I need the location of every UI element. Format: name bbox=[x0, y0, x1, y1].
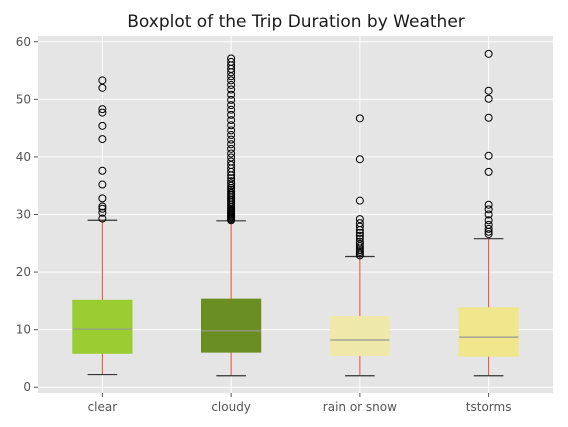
y-tick-label: 60 bbox=[16, 35, 31, 49]
x-tick-label: clear bbox=[88, 400, 118, 414]
x-tick-label: tstorms bbox=[466, 400, 512, 414]
box-iqr bbox=[459, 308, 518, 356]
y-tick-label: 20 bbox=[16, 265, 31, 279]
y-tick-label: 0 bbox=[23, 380, 31, 394]
chart-title: Boxplot of the Trip Duration by Weather bbox=[127, 12, 465, 32]
box-iqr bbox=[202, 299, 261, 352]
y-tick-label: 10 bbox=[16, 323, 31, 337]
x-tick-label: cloudy bbox=[211, 400, 251, 414]
box-iqr bbox=[330, 316, 389, 355]
x-tick-label: rain or snow bbox=[323, 400, 397, 414]
y-tick-label: 30 bbox=[16, 208, 31, 222]
y-tick-label: 40 bbox=[16, 150, 31, 164]
y-tick-label: 50 bbox=[16, 92, 31, 106]
box-iqr bbox=[73, 300, 132, 353]
